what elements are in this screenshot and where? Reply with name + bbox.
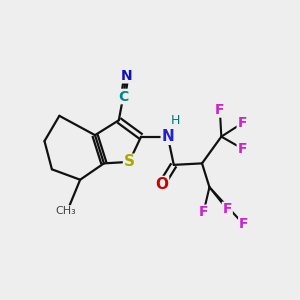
Text: S: S xyxy=(124,154,135,169)
Text: N: N xyxy=(161,129,174,144)
Text: C: C xyxy=(118,89,128,103)
Text: N: N xyxy=(120,69,132,83)
Text: CH₃: CH₃ xyxy=(55,206,76,216)
Text: F: F xyxy=(239,217,248,231)
Text: F: F xyxy=(223,202,232,216)
Text: F: F xyxy=(237,116,247,130)
Text: F: F xyxy=(215,103,225,117)
Text: O: O xyxy=(155,177,168,192)
Text: H: H xyxy=(171,114,180,127)
Text: F: F xyxy=(237,142,247,155)
Text: F: F xyxy=(199,206,208,219)
